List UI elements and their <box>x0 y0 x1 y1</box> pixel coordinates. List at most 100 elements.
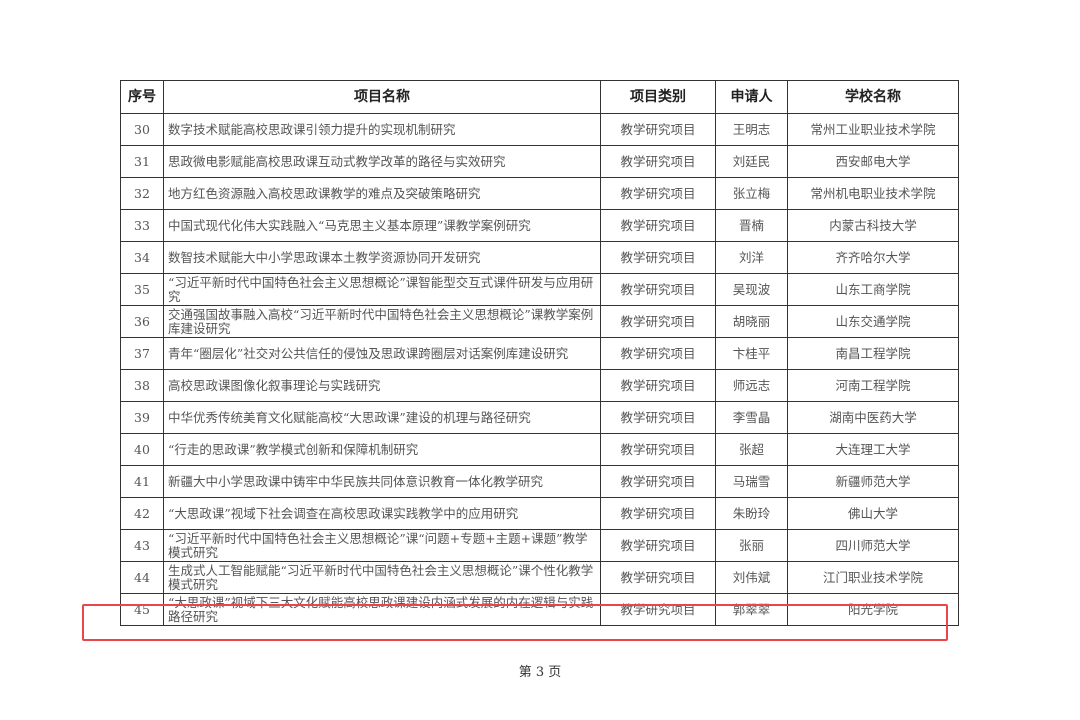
cell-name: 思政微电影赋能高校思政课互动式教学改革的路径与实效研究 <box>163 145 601 178</box>
cell-applicant: 张立梅 <box>715 177 788 210</box>
table-row: 38 高校思政课图像化叙事理论与实践研究 教学研究项目 师远志 河南工程学院 <box>120 369 959 402</box>
cell-name: “大思政课”视域下社会调查在高校思政课实践教学中的应用研究 <box>163 497 601 530</box>
table-row: 34 数智技术赋能大中小学思政课本土教学资源协同开发研究 教学研究项目 刘洋 齐齐哈尔大… <box>120 241 959 274</box>
cell-school: 内蒙古科技大学 <box>787 209 959 242</box>
cell-school: 四川师范大学 <box>787 529 959 562</box>
cell-category: 教学研究项目 <box>600 241 716 274</box>
cell-category: 教学研究项目 <box>600 305 716 338</box>
cell-school: 河南工程学院 <box>787 369 959 402</box>
cell-school: 山东交通学院 <box>787 305 959 338</box>
cell-no: 41 <box>120 465 164 498</box>
cell-category: 教学研究项目 <box>600 593 716 626</box>
cell-applicant: 卞桂平 <box>715 337 788 370</box>
cell-applicant: 马瑞雪 <box>715 465 788 498</box>
cell-category: 教学研究项目 <box>600 401 716 434</box>
table-row: 30 数字技术赋能高校思政课引领力提升的实现机制研究 教学研究项目 王明志 常州工业职业… <box>120 113 959 146</box>
cell-school: 齐齐哈尔大学 <box>787 241 959 274</box>
table-row: 44 生成式人工智能赋能“习近平新时代中国特色社会主义思想概论”课个性化教学模式研… <box>120 561 959 594</box>
cell-category: 教学研究项目 <box>600 209 716 242</box>
header-applicant: 申请人 <box>715 80 788 114</box>
table-row: 37 青年“圈层化”社交对公共信任的侵蚀及思政课跨圈层对话案例库建设研究 教学研究项… <box>120 337 959 370</box>
cell-category: 教学研究项目 <box>600 177 716 210</box>
cell-name: 地方红色资源融入高校思政课教学的难点及突破策略研究 <box>163 177 601 210</box>
cell-no: 40 <box>120 433 164 466</box>
cell-applicant: 胡晓丽 <box>715 305 788 338</box>
cell-name: “习近平新时代中国特色社会主义思想概论”课“问题+专题+主题+课题”教学模式研究 <box>163 529 601 562</box>
cell-school: 新疆师范大学 <box>787 465 959 498</box>
cell-category: 教学研究项目 <box>600 465 716 498</box>
cell-name: 交通强国故事融入高校“习近平新时代中国特色社会主义思想概论”课教学案例库建设研究 <box>163 305 601 338</box>
header-no: 序号 <box>120 80 164 114</box>
cell-no: 44 <box>120 561 164 594</box>
table-row: 42 “大思政课”视域下社会调查在高校思政课实践教学中的应用研究 教学研究项目 朱盼玲… <box>120 497 959 530</box>
cell-applicant: 王明志 <box>715 113 788 146</box>
highlight-box <box>82 604 948 641</box>
header-category: 项目类别 <box>600 80 716 114</box>
cell-no: 34 <box>120 241 164 274</box>
cell-no: 35 <box>120 273 164 306</box>
cell-name: 青年“圈层化”社交对公共信任的侵蚀及思政课跨圈层对话案例库建设研究 <box>163 337 601 370</box>
table-row: 32 地方红色资源融入高校思政课教学的难点及突破策略研究 教学研究项目 张立梅 常州机电… <box>120 177 959 210</box>
cell-category: 教学研究项目 <box>600 529 716 562</box>
cell-applicant: 刘洋 <box>715 241 788 274</box>
cell-name: 中国式现代化伟大实践融入“马克思主义基本原理”课教学案例研究 <box>163 209 601 242</box>
cell-name: “行走的思政课”教学模式创新和保障机制研究 <box>163 433 601 466</box>
cell-name: 新疆大中小学思政课中铸牢中华民族共同体意识教育一体化教学研究 <box>163 465 601 498</box>
cell-no: 31 <box>120 145 164 178</box>
cell-category: 教学研究项目 <box>600 561 716 594</box>
table-row: 35 “习近平新时代中国特色社会主义思想概论”课智能型交互式课件研发与应用研究 教学… <box>120 273 959 306</box>
cell-school: 佛山大学 <box>787 497 959 530</box>
cell-category: 教学研究项目 <box>600 369 716 402</box>
header-school: 学校名称 <box>787 80 959 114</box>
table-row: 41 新疆大中小学思政课中铸牢中华民族共同体意识教育一体化教学研究 教学研究项目 马瑞… <box>120 465 959 498</box>
cell-category: 教学研究项目 <box>600 497 716 530</box>
table-row: 39 中华优秀传统美育文化赋能高校“大思政课”建设的机理与路径研究 教学研究项目 李雪… <box>120 401 959 434</box>
table-row: 33 中国式现代化伟大实践融入“马克思主义基本原理”课教学案例研究 教学研究项目 晋楠… <box>120 209 959 242</box>
cell-school: 山东工商学院 <box>787 273 959 306</box>
cell-name: 数字技术赋能高校思政课引领力提升的实现机制研究 <box>163 113 601 146</box>
cell-applicant: 晋楠 <box>715 209 788 242</box>
table-row: 40 “行走的思政课”教学模式创新和保障机制研究 教学研究项目 张超 大连理工大学 <box>120 433 959 466</box>
cell-no: 30 <box>120 113 164 146</box>
cell-school: 常州工业职业技术学院 <box>787 113 959 146</box>
cell-no: 36 <box>120 305 164 338</box>
cell-no: 38 <box>120 369 164 402</box>
cell-no: 37 <box>120 337 164 370</box>
cell-applicant: 师远志 <box>715 369 788 402</box>
cell-school: 大连理工大学 <box>787 433 959 466</box>
cell-no: 39 <box>120 401 164 434</box>
table-row: 43 “习近平新时代中国特色社会主义思想概论”课“问题+专题+主题+课题”教学模式… <box>120 529 959 562</box>
page-number: 第 3 页 <box>518 665 562 680</box>
cell-name: 高校思政课图像化叙事理论与实践研究 <box>163 369 601 402</box>
cell-no: 43 <box>120 529 164 562</box>
cell-applicant: 刘伟斌 <box>715 561 788 594</box>
cell-applicant: 张超 <box>715 433 788 466</box>
cell-school: 南昌工程学院 <box>787 337 959 370</box>
cell-school: 常州机电职业技术学院 <box>787 177 959 210</box>
cell-school: 西安邮电大学 <box>787 145 959 178</box>
cell-no: 32 <box>120 177 164 210</box>
cell-name: 数智技术赋能大中小学思政课本土教学资源协同开发研究 <box>163 241 601 274</box>
cell-category: 教学研究项目 <box>600 273 716 306</box>
table-row: 36 交通强国故事融入高校“习近平新时代中国特色社会主义思想概论”课教学案例库建设… <box>120 305 959 338</box>
cell-school: 湖南中医药大学 <box>787 401 959 434</box>
cell-applicant: 李雪晶 <box>715 401 788 434</box>
cell-applicant: 刘廷民 <box>715 145 788 178</box>
cell-name: “习近平新时代中国特色社会主义思想概论”课智能型交互式课件研发与应用研究 <box>163 273 601 306</box>
cell-category: 教学研究项目 <box>600 337 716 370</box>
cell-category: 教学研究项目 <box>600 433 716 466</box>
cell-applicant: 吴现波 <box>715 273 788 306</box>
cell-applicant: 张丽 <box>715 529 788 562</box>
cell-category: 教学研究项目 <box>600 113 716 146</box>
table-header-row: 序号 项目名称 项目类别 申请人 学校名称 <box>120 80 959 114</box>
table-row: 31 思政微电影赋能高校思政课互动式教学改革的路径与实效研究 教学研究项目 刘廷民 西安… <box>120 145 959 178</box>
cell-category: 教学研究项目 <box>600 145 716 178</box>
cell-no: 33 <box>120 209 164 242</box>
cell-name: 生成式人工智能赋能“习近平新时代中国特色社会主义思想概论”课个性化教学模式研究 <box>163 561 601 594</box>
table-row: 45 “大思政课”视域下三大文化赋能高校思政课建设内涵式发展的内在逻辑与实践路径研… <box>120 593 959 626</box>
header-name: 项目名称 <box>163 80 601 114</box>
project-table: 序号 项目名称 项目类别 申请人 学校名称 30 数字技术赋能高校思政课引领力提升… <box>120 80 959 626</box>
cell-name: 中华优秀传统美育文化赋能高校“大思政课”建设的机理与路径研究 <box>163 401 601 434</box>
cell-applicant: 朱盼玲 <box>715 497 788 530</box>
cell-school: 江门职业技术学院 <box>787 561 959 594</box>
